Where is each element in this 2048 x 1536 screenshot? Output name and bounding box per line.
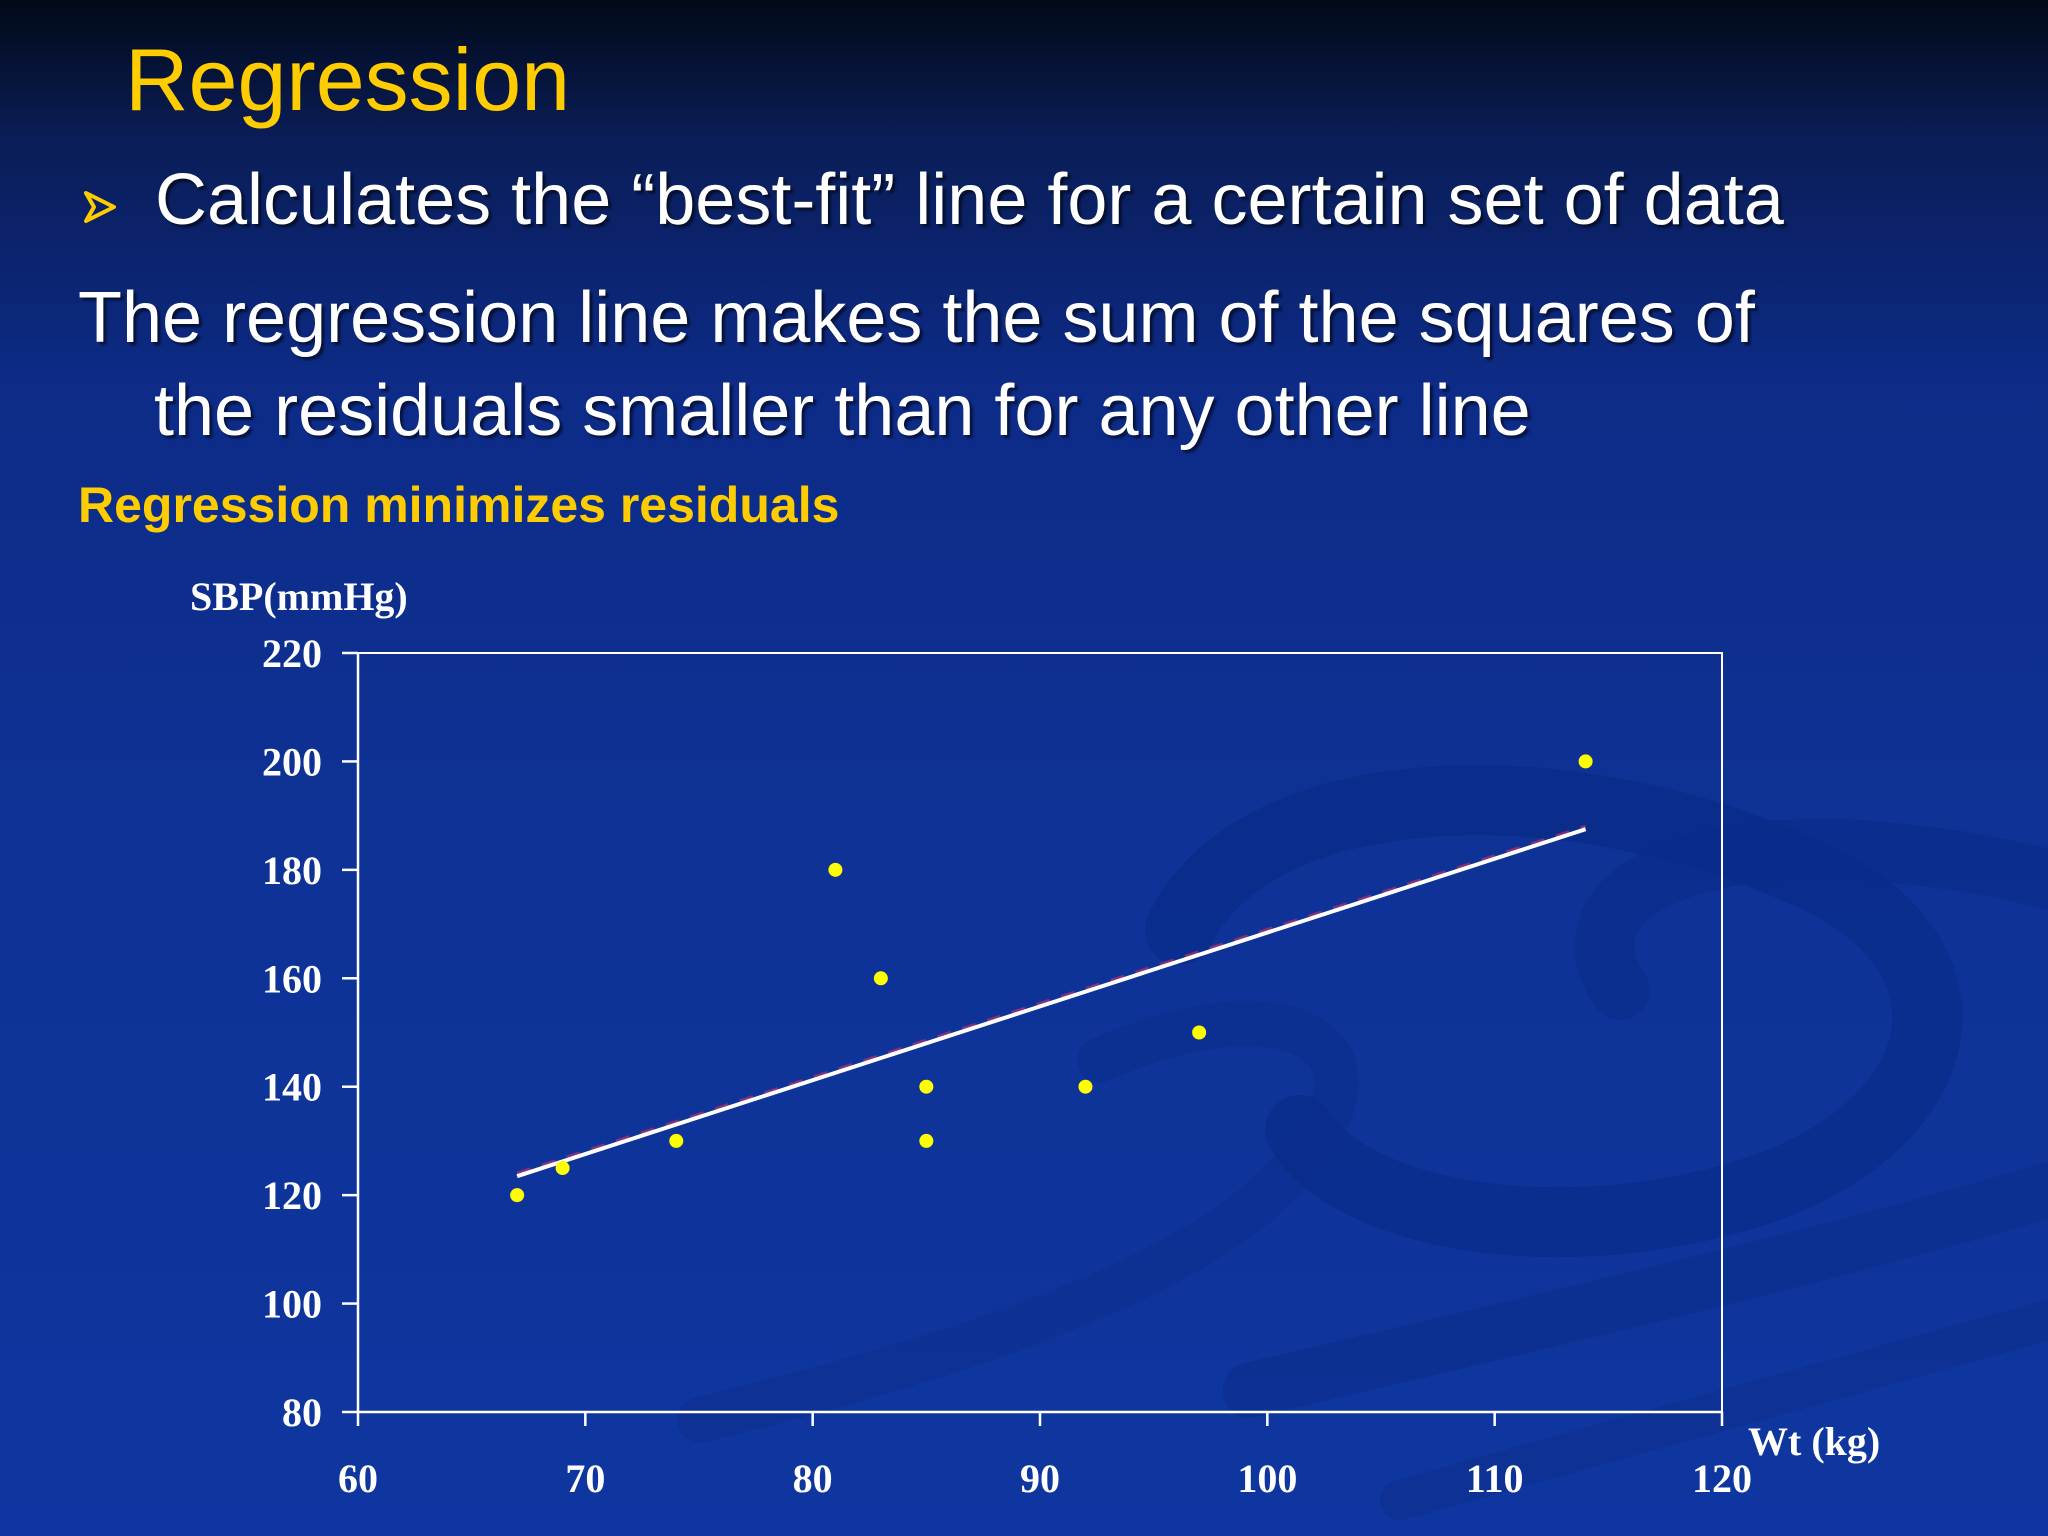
paragraph-line-1: The regression line makes the sum of the… xyxy=(78,278,1755,358)
y-tick-label: 80 xyxy=(282,1390,322,1435)
x-tick-label: 110 xyxy=(1466,1456,1524,1501)
x-tick-label: 90 xyxy=(1020,1456,1060,1501)
subheading: Regression minimizes residuals xyxy=(78,477,840,533)
regression-line-shadow xyxy=(516,824,1587,1175)
paragraph-line-2: the residuals smaller than for any other… xyxy=(154,371,1531,451)
x-tick-label: 60 xyxy=(338,1456,378,1501)
y-tick-label: 100 xyxy=(262,1282,322,1327)
x-tick-label: 120 xyxy=(1692,1456,1752,1501)
data-point xyxy=(919,1133,934,1148)
x-axis-label: Wt (kg) xyxy=(1748,1419,1880,1464)
body-paragraph: The regression line makes the sum of the… xyxy=(78,272,1978,458)
data-points xyxy=(510,754,1593,1203)
plot-area-frame xyxy=(357,652,1723,1413)
x-tick-label: 100 xyxy=(1237,1456,1297,1501)
x-tick-label: 80 xyxy=(793,1456,833,1501)
arrow-bullet-icon xyxy=(84,191,116,223)
slide-title: Regression xyxy=(125,30,571,129)
y-tick-label: 160 xyxy=(262,956,322,1001)
data-point xyxy=(873,971,888,986)
data-point xyxy=(555,1161,570,1176)
data-point xyxy=(919,1079,934,1094)
data-point xyxy=(669,1133,684,1148)
bullet-text: Calculates the “best-fit” line for a cer… xyxy=(155,160,1784,240)
y-tick-label: 120 xyxy=(262,1173,322,1218)
x-axis-ticks: 60 70 80 90 100 110 120 xyxy=(338,1412,1752,1501)
y-axis-label: SBP(mmHg) xyxy=(190,574,408,619)
chart-axes xyxy=(356,653,1722,1414)
y-tick-label: 220 xyxy=(262,631,322,676)
y-tick-label: 140 xyxy=(262,1065,322,1110)
y-axis-ticks: 80 100 120 140 160 180 200 220 xyxy=(262,631,358,1435)
data-point xyxy=(1578,754,1593,769)
regression-line xyxy=(516,827,1587,1179)
data-point xyxy=(828,862,843,877)
data-point xyxy=(1078,1079,1093,1094)
data-point xyxy=(510,1188,525,1203)
x-tick-label: 70 xyxy=(565,1456,605,1501)
y-tick-label: 180 xyxy=(262,848,322,893)
y-tick-label: 200 xyxy=(262,739,322,784)
data-point xyxy=(1192,1025,1207,1040)
regression-line-group xyxy=(516,824,1587,1179)
